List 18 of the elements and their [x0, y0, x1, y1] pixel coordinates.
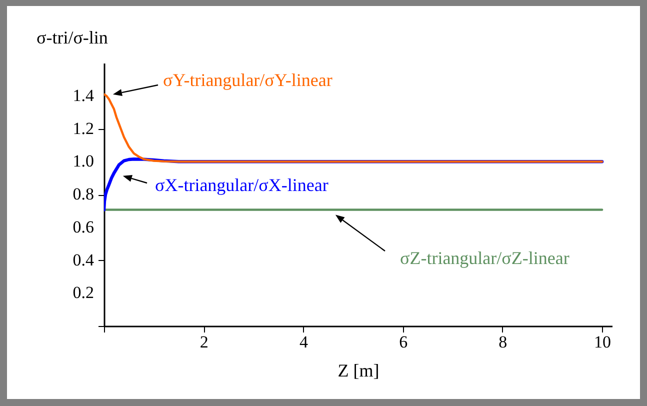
y-axis-title: σ-tri/σ-lin [36, 28, 108, 48]
x-tick-label: 8 [498, 332, 508, 352]
y-tick-label: 1.4 [72, 86, 94, 105]
y-tick-label: 0.6 [72, 217, 94, 236]
y-tick-label: 1.2 [72, 118, 94, 138]
y-tick-label: 0.8 [72, 184, 94, 204]
y-tick-label: 1.0 [72, 152, 94, 171]
x-tick-label: 2 [200, 332, 208, 352]
annotation: σX-triangular/σX-linear [155, 175, 328, 195]
annotation: σZ-triangular/σZ-linear [400, 248, 570, 268]
x-tick-label: 10 [594, 332, 612, 352]
line-series [104, 93, 604, 163]
x-axis-title: Z [m] [338, 360, 380, 380]
x-tick-label: 4 [299, 332, 308, 352]
annotation: σY-triangular/σY-linear [163, 70, 332, 90]
x-tick-label: 6 [399, 332, 408, 352]
y-tick-label: 0.2 [72, 283, 94, 302]
y-tick-label: 0.4 [72, 250, 94, 270]
